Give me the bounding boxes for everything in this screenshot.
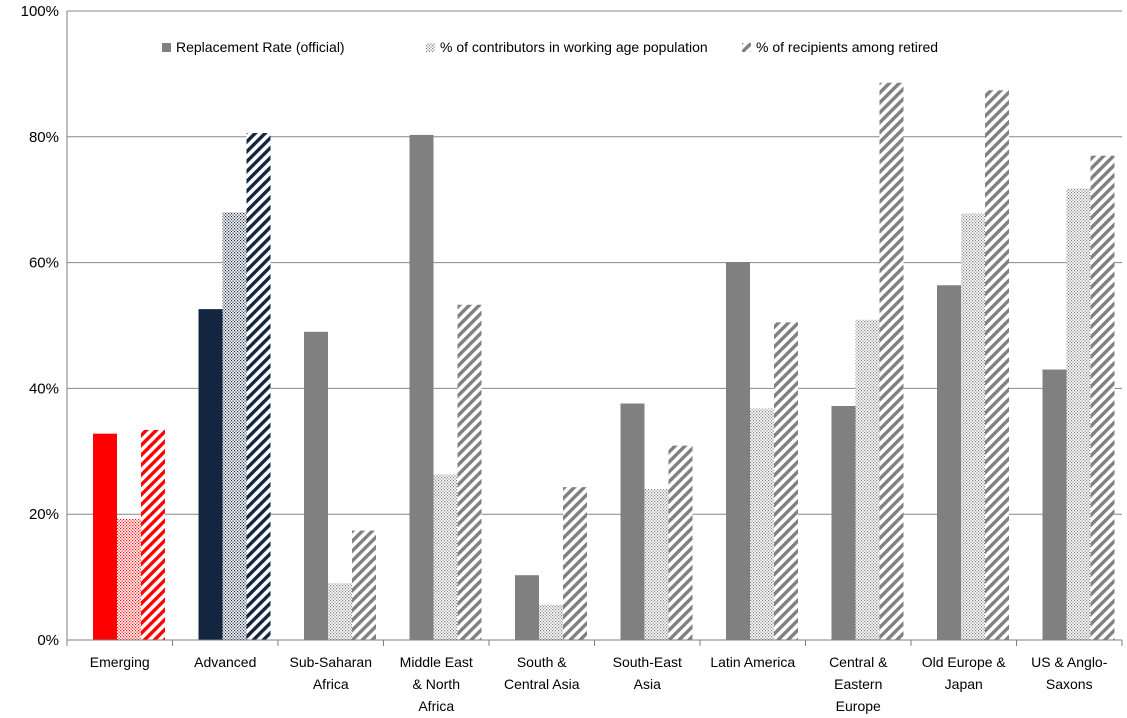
- y-tick-label: 100%: [21, 3, 59, 20]
- x-category-label: Emerging: [90, 654, 150, 670]
- x-category-label: US & Anglo-Saxons: [1031, 654, 1108, 692]
- legend-label: % of contributors in working age populat…: [440, 39, 708, 55]
- x-axis-category-labels: Emerging Advanced Sub-Saharan Africa Middle …: [90, 654, 1108, 714]
- bar: [1090, 155, 1115, 641]
- bar: [855, 319, 880, 640]
- bar: [222, 212, 247, 640]
- bar: [117, 518, 141, 640]
- bar: [620, 403, 645, 640]
- bar: [198, 309, 223, 640]
- legend-swatch: [742, 43, 751, 52]
- bar: [457, 304, 482, 640]
- bar: [961, 213, 985, 640]
- bar: [563, 487, 587, 640]
- y-axis-tick-labels: 0% 20% 40% 60% 80% 100%: [21, 3, 59, 649]
- bar: [409, 134, 434, 640]
- bar: [304, 331, 328, 640]
- bar: [539, 604, 563, 640]
- x-category-label: South-East Asia: [613, 654, 682, 692]
- legend-label: Replacement Rate (official): [176, 39, 345, 55]
- x-category-label: Advanced: [194, 654, 256, 670]
- bar: [141, 429, 165, 640]
- legend-swatch: [426, 43, 435, 52]
- bar: [93, 433, 117, 640]
- bar: [352, 530, 376, 640]
- y-tick-label: 0%: [37, 632, 59, 649]
- x-category-label: South & Central Asia: [504, 654, 580, 692]
- bar: [937, 285, 961, 640]
- x-category-label: Sub-Saharan Africa: [289, 654, 372, 692]
- legend: Replacement Rate (official) % of contribu…: [162, 39, 938, 55]
- legend-label: % of recipients among retired: [756, 39, 938, 55]
- bar: [750, 408, 774, 640]
- bar: [644, 489, 669, 640]
- bar: [328, 583, 352, 640]
- y-tick-label: 60%: [29, 255, 59, 272]
- y-tick-label: 40%: [29, 380, 59, 397]
- x-category-label: Old Europe & Japan: [922, 654, 1007, 692]
- x-category-label: Central & Eastern Europe: [829, 654, 888, 714]
- bar: [433, 474, 458, 640]
- bar: [668, 445, 693, 640]
- bar: [246, 133, 271, 640]
- y-tick-label: 80%: [29, 129, 59, 146]
- bar: [831, 406, 856, 640]
- legend-swatch: [162, 43, 171, 52]
- axes: [66, 11, 1123, 646]
- y-tick-label: 20%: [29, 506, 59, 523]
- bars: [93, 82, 1115, 641]
- x-category-label: Middle East & North Africa: [400, 654, 473, 714]
- bar: [1042, 369, 1067, 640]
- bar: [515, 575, 539, 640]
- bar: [774, 322, 798, 640]
- bar: [879, 82, 904, 641]
- bar: [726, 261, 750, 640]
- bar: [985, 90, 1009, 640]
- bar: [1066, 188, 1091, 641]
- x-category-label: Latin America: [710, 654, 795, 670]
